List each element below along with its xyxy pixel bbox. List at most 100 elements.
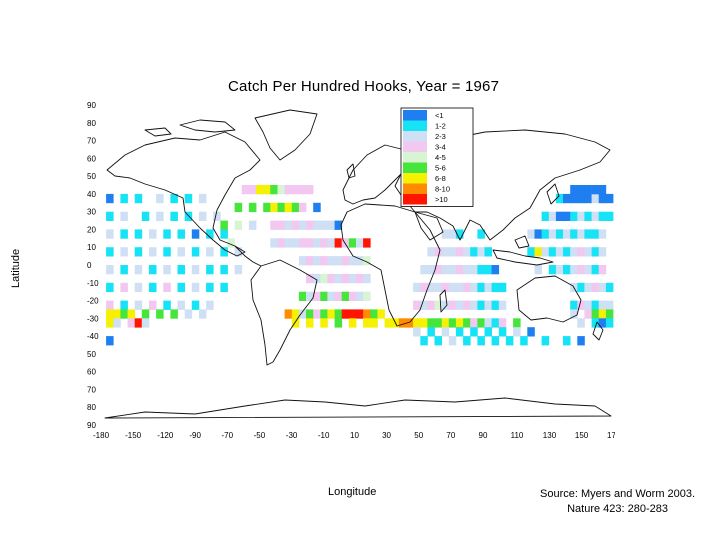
catch-cell: [470, 300, 478, 310]
catch-cell: [334, 318, 343, 328]
legend-label: 4-5: [435, 153, 446, 162]
catch-cell: [170, 211, 178, 221]
catch-cell: [591, 193, 600, 204]
catch-cell: [134, 265, 143, 275]
catch-cell: [284, 220, 293, 230]
catch-cell: [527, 229, 535, 239]
y-tick-label: 20: [87, 225, 96, 234]
catch-cell: [448, 318, 457, 328]
catch-cell: [584, 247, 592, 257]
catch-cell: [120, 265, 128, 275]
catch-cell: [248, 220, 257, 230]
catch-cell: [184, 309, 193, 319]
x-tick-label: 170: [607, 431, 615, 440]
legend-swatch: [403, 131, 427, 142]
catch-cell: [598, 211, 607, 221]
catch-cell: [284, 309, 293, 319]
legend-swatch: [403, 173, 427, 184]
arabia-outline: [414, 211, 444, 241]
catch-cell: [598, 193, 607, 204]
catch-cell: [106, 265, 114, 275]
catch-cell: [341, 309, 350, 319]
catch-cell: [598, 185, 607, 195]
central-america-outline: [234, 245, 262, 267]
catch-cell: [291, 202, 300, 213]
catch-cell: [127, 318, 136, 328]
catch-cell: [484, 265, 492, 275]
catch-cell: [541, 336, 550, 346]
catch-cell: [291, 309, 300, 319]
catch-cell: [163, 282, 171, 293]
catch-cell: [320, 256, 328, 266]
y-tick-label: 70: [87, 385, 96, 394]
catch-cell: [534, 229, 542, 239]
catch-cell: [534, 247, 542, 257]
catch-cell: [555, 229, 564, 239]
legend-swatch: [403, 110, 427, 121]
x-tick-label: -30: [286, 431, 298, 440]
catch-cell: [363, 318, 371, 328]
catch-cell: [484, 282, 492, 293]
catch-cell: [348, 318, 357, 328]
catch-cell: [291, 185, 300, 195]
catch-cell: [363, 238, 371, 248]
catch-cell: [334, 220, 343, 230]
catch-cell: [220, 247, 228, 257]
catch-cell: [370, 318, 378, 328]
catch-cell: [463, 318, 471, 328]
catch-cell: [455, 318, 464, 328]
catch-cell: [555, 193, 564, 204]
catch-cell: [220, 282, 228, 293]
catch-cell: [177, 282, 185, 293]
catch-cell: [577, 229, 585, 239]
catch-cell: [334, 309, 343, 319]
catch-cell: [327, 220, 335, 230]
catch-cell: [427, 247, 435, 257]
catch-cell: [570, 193, 578, 204]
catch-cell: [463, 336, 471, 346]
catch-cell: [334, 238, 343, 248]
catch-cell: [420, 265, 428, 275]
catch-cell: [577, 318, 585, 328]
catch-cell: [420, 336, 428, 346]
catch-cell: [548, 229, 557, 239]
x-tick-label: 50: [414, 431, 423, 440]
catch-cell: [577, 282, 585, 293]
catch-cell: [527, 327, 535, 337]
catch-cell: [434, 247, 442, 257]
x-tick-label: -120: [157, 431, 174, 440]
catch-cell: [570, 265, 578, 275]
catch-cell: [298, 256, 307, 266]
legend-label: 2-3: [435, 132, 446, 141]
catch-cell: [363, 291, 371, 301]
catch-cell: [298, 238, 307, 248]
catch-cell: [441, 327, 450, 337]
catch-cell: [577, 247, 585, 257]
x-tick-label: -150: [125, 431, 142, 440]
catch-cell: [149, 282, 157, 293]
catch-cell: [234, 265, 243, 275]
catch-cell: [563, 229, 571, 239]
catch-cell: [241, 185, 250, 195]
japan-outline: [546, 183, 560, 205]
catch-cell: [427, 318, 435, 328]
catch-cell: [591, 300, 600, 310]
catch-cell: [320, 220, 328, 230]
catch-cell: [398, 318, 407, 328]
catch-cell: [348, 256, 357, 266]
catch-cell: [455, 300, 464, 310]
catch-cell: [156, 211, 164, 221]
catch-cell: [291, 318, 300, 328]
legend-label: 5-6: [435, 164, 446, 173]
catch-cell: [548, 211, 557, 221]
catch-cell: [141, 211, 150, 221]
catch-cell: [413, 282, 421, 293]
catch-cell: [291, 220, 300, 230]
catch-cell: [470, 318, 478, 328]
catch-cell: [156, 309, 164, 319]
catch-cell: [420, 282, 428, 293]
catch-cell: [577, 193, 585, 204]
catch-cell: [184, 211, 193, 221]
x-tick-label: -180: [93, 431, 110, 440]
catch-cell: [427, 282, 435, 293]
